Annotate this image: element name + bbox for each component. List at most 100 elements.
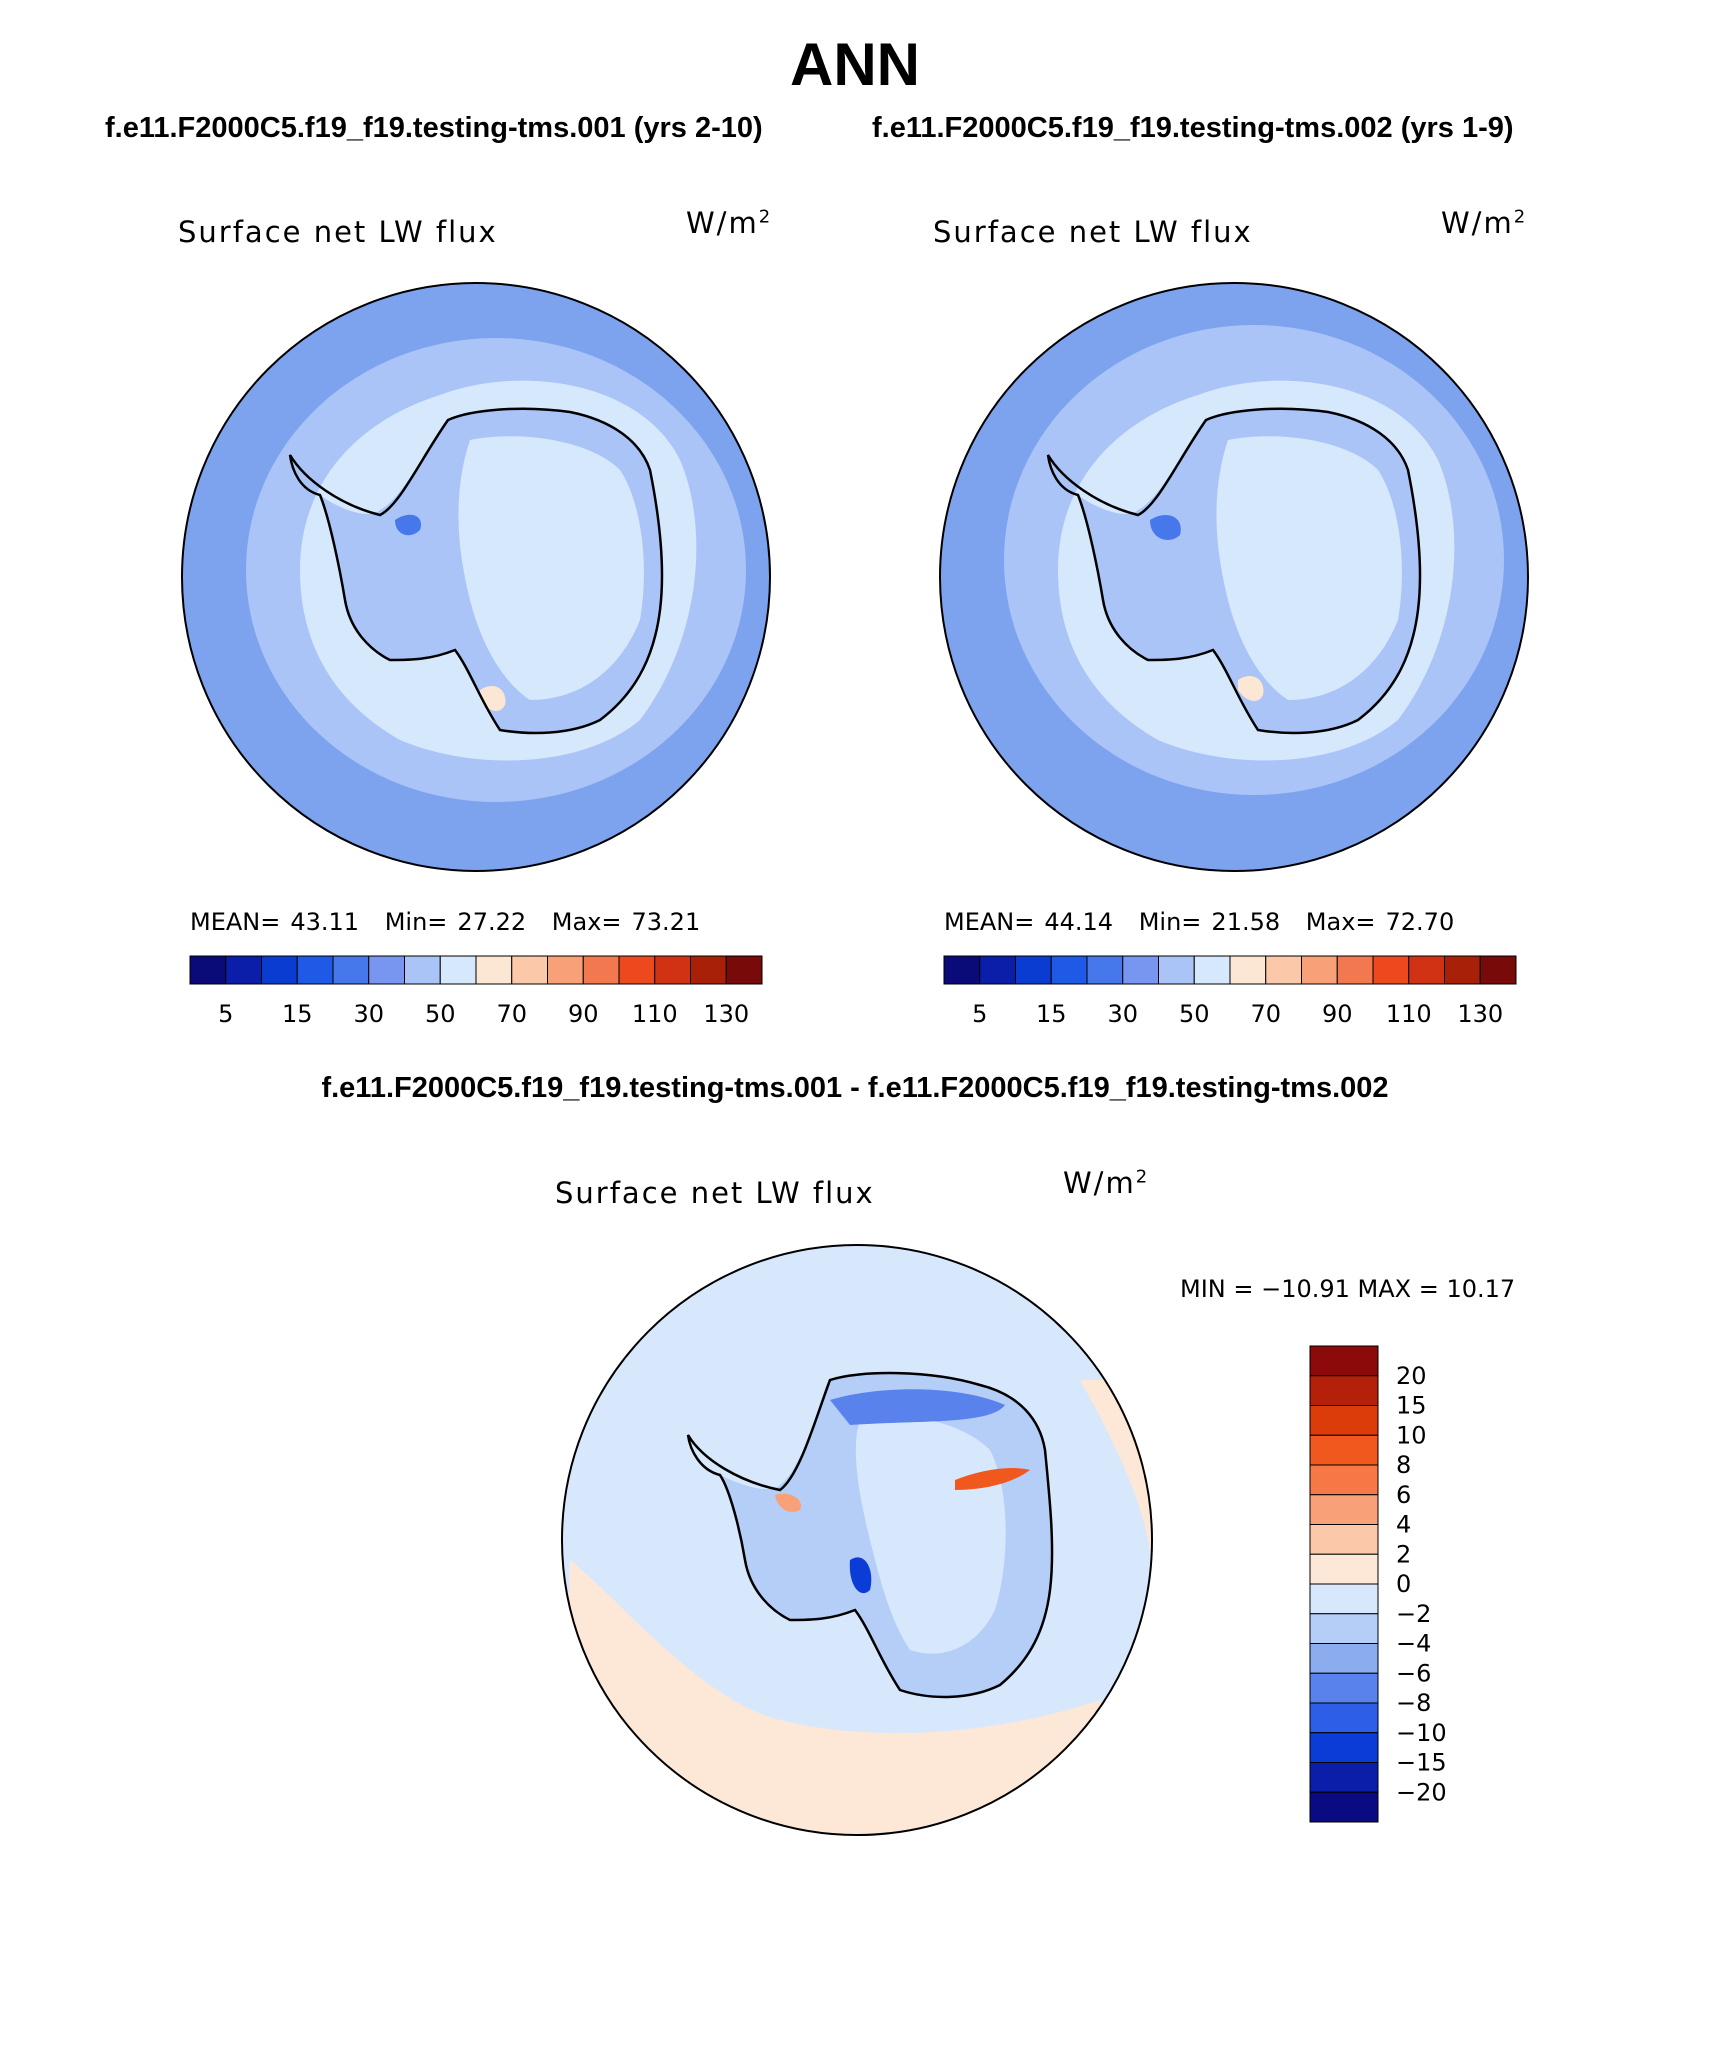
colorbar1-segment xyxy=(261,955,298,985)
colorbar1-tick-label: 5 xyxy=(218,1000,233,1028)
colorbar1-tick-label: 130 xyxy=(703,1000,749,1028)
colorbar3-segment xyxy=(1309,1375,1379,1406)
case1-title: f.e11.F2000C5.f19_f19.testing-tms.001 (y… xyxy=(105,112,763,144)
map2-border xyxy=(939,282,1529,872)
colorbar1-tick-label: 110 xyxy=(632,1000,678,1028)
map3-border xyxy=(561,1244,1153,1836)
colorbar3-segment xyxy=(1309,1345,1379,1377)
panel3-variable: Surface net LW flux xyxy=(555,1176,875,1210)
colorbar1-tick-label: 30 xyxy=(353,1000,384,1028)
panel1-units: W/m2 xyxy=(686,206,773,240)
colorbar3-segment xyxy=(1309,1762,1379,1793)
colorbar2-tick-label: 5 xyxy=(972,1000,987,1028)
colorbar3-segment xyxy=(1309,1553,1379,1585)
colorbar1-segment xyxy=(511,955,548,985)
panel2-units: W/m2 xyxy=(1441,206,1528,240)
colorbar3-segment xyxy=(1309,1524,1379,1555)
colorbar1-segment xyxy=(618,955,656,985)
map-panel-3 xyxy=(562,1245,1152,1835)
map2-warm-patch xyxy=(1238,675,1264,702)
panel3-units: W/m2 xyxy=(1063,1166,1150,1200)
map1-interior xyxy=(458,436,644,700)
panel2-mean: 44.14 xyxy=(1044,908,1114,936)
map-panel-1 xyxy=(182,283,770,871)
colorbar2-segment xyxy=(1122,955,1159,985)
colorbar3-segment xyxy=(1309,1702,1379,1734)
map3-cold-patch xyxy=(849,1557,872,1594)
case2-title: f.e11.F2000C5.f19_f19.testing-tms.002 (y… xyxy=(872,112,1514,144)
page-title: ANN xyxy=(790,31,920,98)
panel2-stats: MEAN= 44.14 Min= 21.58 Max= 72.70 xyxy=(944,908,1455,936)
map2-cold-patch xyxy=(1150,515,1181,540)
colorbar3-tick-label: −8 xyxy=(1396,1689,1431,1717)
colorbar3-segment xyxy=(1309,1732,1379,1763)
colorbar1-segment xyxy=(332,955,370,985)
colorbar1-segment xyxy=(582,955,620,985)
colorbar2-tick-label: 110 xyxy=(1386,1000,1432,1028)
colorbar2-segment xyxy=(1408,955,1445,985)
colorbar1-segment xyxy=(368,955,405,985)
colorbar3-segment xyxy=(1309,1672,1379,1704)
colorbar3-segment xyxy=(1309,1791,1379,1823)
map3-warm-streak xyxy=(955,1468,1030,1490)
panel1-min: 27.22 xyxy=(457,908,527,936)
map1-border xyxy=(181,282,771,872)
colorbar2-segment xyxy=(1015,955,1052,985)
colorbar2-segment xyxy=(1265,955,1302,985)
panel1-mean: 43.11 xyxy=(290,908,360,936)
panel1-max: 73.21 xyxy=(631,908,701,936)
colorbar3-segment xyxy=(1309,1643,1379,1674)
colorbar3-segment xyxy=(1309,1405,1379,1436)
colorbar1-segment xyxy=(404,955,441,985)
panel2-max: 72.70 xyxy=(1385,908,1455,936)
colorbar1-tick-label: 50 xyxy=(425,1000,456,1028)
colorbar2-tick-label: 90 xyxy=(1322,1000,1353,1028)
panel3-minmax: MIN = −10.91 MAX = 10.17 xyxy=(1180,1275,1516,1303)
colorbar2-segment xyxy=(1444,955,1481,985)
colorbar3-tick-label: −6 xyxy=(1396,1659,1431,1687)
colorbar3-tick-label: 20 xyxy=(1396,1362,1427,1390)
colorbar1-tick-label: 70 xyxy=(496,1000,527,1028)
colorbar1-segment xyxy=(225,955,262,985)
colorbar-1: 5 15 30 50 70 90 110 130 xyxy=(189,955,763,1028)
colorbar3-tick-label: −10 xyxy=(1396,1719,1447,1747)
colorbar2-segment xyxy=(1193,955,1231,985)
colorbar1-segment xyxy=(654,955,691,985)
colorbar-2: 5 15 30 50 70 90 110 130 xyxy=(943,955,1517,1028)
colorbar2-segment xyxy=(1372,955,1410,985)
colorbar1-segment xyxy=(189,955,227,985)
colorbar3-segment xyxy=(1309,1434,1379,1466)
colorbar2-segment xyxy=(979,955,1016,985)
map-panel-2 xyxy=(940,283,1528,871)
colorbar2-segment xyxy=(1301,955,1338,985)
map1-coastline xyxy=(288,407,664,735)
map2-interior xyxy=(1216,436,1402,700)
colorbar2-segment xyxy=(1158,955,1195,985)
colorbar2-tick-label: 15 xyxy=(1036,1000,1067,1028)
map1-cold-patch xyxy=(395,514,421,536)
colorbar2-segment xyxy=(1086,955,1124,985)
colorbar1-segment xyxy=(296,955,334,985)
colorbar1-segment xyxy=(547,955,584,985)
map3-coastline xyxy=(686,1371,1054,1699)
colorbar2-segment xyxy=(1479,955,1517,985)
map2-coastline xyxy=(1046,407,1422,735)
panel1-stats: MEAN= 43.11 Min= 27.22 Max= 73.21 xyxy=(190,908,701,936)
colorbar3-segment xyxy=(1309,1613,1379,1644)
colorbar3-tick-label: 0 xyxy=(1396,1570,1411,1598)
panel2-min: 21.58 xyxy=(1211,908,1281,936)
colorbar3-segment xyxy=(1309,1583,1379,1615)
colorbar1-segment xyxy=(475,955,513,985)
colorbar1-segment xyxy=(439,955,477,985)
colorbar2-tick-label: 50 xyxy=(1179,1000,1210,1028)
colorbar3-segment xyxy=(1309,1464,1379,1496)
colorbar2-segment xyxy=(943,955,981,985)
colorbar3-tick-label: 8 xyxy=(1396,1451,1411,1479)
colorbar3-tick-label: −20 xyxy=(1396,1778,1447,1806)
panel1-variable: Surface net LW flux xyxy=(178,215,498,249)
colorbar2-tick-label: 130 xyxy=(1457,1000,1503,1028)
colorbar1-tick-label: 90 xyxy=(568,1000,599,1028)
colorbar2-tick-label: 30 xyxy=(1107,1000,1138,1028)
colorbar3-tick-label: 15 xyxy=(1396,1392,1427,1420)
